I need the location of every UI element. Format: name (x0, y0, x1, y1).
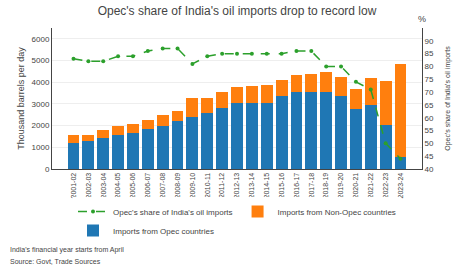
svg-text:2016-17: 2016-17 (293, 173, 300, 199)
svg-text:90: 90 (425, 37, 434, 46)
svg-text:2004-05: 2004-05 (114, 173, 121, 199)
svg-text:%: % (418, 14, 426, 24)
svg-text:2009-10: 2009-10 (189, 173, 196, 199)
svg-text:2012-13: 2012-13 (233, 173, 240, 199)
svg-text:Thousand barrels per day: Thousand barrels per day (16, 47, 26, 150)
svg-text:Imports from Non-Opec countrie: Imports from Non-Opec countries (278, 208, 396, 217)
svg-text:Imports from Opec countries: Imports from Opec countries (113, 227, 214, 236)
svg-text:2000: 2000 (32, 121, 50, 130)
svg-text:2007-08: 2007-08 (159, 173, 166, 199)
svg-text:2019-20: 2019-20 (337, 173, 344, 199)
svg-text:2008-09: 2008-09 (174, 173, 181, 199)
svg-text:4000: 4000 (32, 78, 50, 87)
svg-text:Opec's share of India's oil im: Opec's share of India's oil imports (444, 46, 452, 151)
svg-text:40: 40 (425, 165, 434, 174)
svg-text:2003-04: 2003-04 (100, 173, 107, 199)
svg-text:2001-02: 2001-02 (70, 173, 77, 199)
svg-text:2002-03: 2002-03 (85, 173, 92, 199)
svg-text:2011-12: 2011-12 (218, 173, 225, 198)
svg-text:80: 80 (425, 62, 434, 71)
svg-text:55: 55 (425, 126, 434, 135)
svg-text:2014-15: 2014-15 (263, 173, 270, 199)
svg-text:2018-19: 2018-19 (322, 173, 329, 199)
svg-text:2020-21: 2020-21 (352, 173, 359, 199)
svg-text:3000: 3000 (32, 100, 50, 109)
svg-text:2017-18: 2017-18 (308, 173, 315, 199)
svg-text:Source: Govt, Trade Sources: Source: Govt, Trade Sources (10, 258, 101, 265)
svg-text:5000: 5000 (32, 56, 50, 65)
svg-text:2006-07: 2006-07 (144, 173, 151, 199)
svg-text:1000: 1000 (32, 143, 50, 152)
svg-text:2022-23: 2022-23 (382, 173, 389, 199)
svg-text:50: 50 (425, 139, 434, 148)
svg-text:2013-14: 2013-14 (248, 173, 255, 199)
svg-text:India's financial year starts: India's financial year starts from April (10, 246, 124, 254)
svg-text:70: 70 (425, 88, 434, 97)
svg-text:Opec's share of India's oil im: Opec's share of India's oil imports drop… (98, 4, 377, 18)
svg-text:85: 85 (425, 49, 434, 58)
svg-text:75: 75 (425, 75, 434, 84)
svg-text:60: 60 (425, 114, 434, 123)
svg-text:2021-22: 2021-22 (367, 173, 374, 199)
svg-text:2023-24: 2023-24 (397, 173, 404, 199)
svg-text:2010-11: 2010-11 (204, 173, 211, 198)
svg-text:6000: 6000 (32, 35, 50, 44)
svg-text:65: 65 (425, 101, 434, 110)
svg-text:2005-06: 2005-06 (129, 173, 136, 199)
svg-text:Opec's share of India's oil im: Opec's share of India's oil imports (113, 208, 233, 217)
svg-text:2015-16: 2015-16 (278, 173, 285, 199)
svg-text:0: 0 (45, 165, 50, 174)
svg-text:45: 45 (425, 152, 434, 161)
